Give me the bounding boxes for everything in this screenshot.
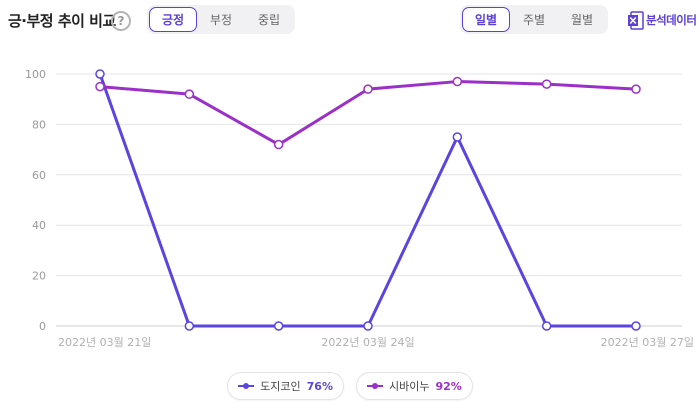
tab-negative[interactable]: 부정 (209, 13, 233, 27)
excel-file-icon (628, 10, 644, 30)
tab-monthly[interactable]: 월별 (570, 13, 594, 27)
grid (56, 73, 682, 327)
period-toggle: 일별 주별 월별 (460, 5, 608, 34)
legend-item-shiba-inu[interactable]: 시바이누 92% (356, 372, 473, 400)
legend: 도지코인 76% 시바이누 92% (0, 372, 700, 400)
series-marker-icon (367, 383, 383, 389)
series-lines (95, 69, 641, 331)
question-circle-icon[interactable]: ? (111, 11, 131, 31)
data-point[interactable] (95, 81, 105, 92)
analysis-data-label: 분석데이터 (646, 13, 697, 27)
sentiment-toggle: 긍정 부정 중립 (147, 5, 295, 34)
data-point[interactable] (631, 84, 641, 94)
data-point[interactable] (452, 132, 463, 142)
y-tick-label: 0 (39, 320, 46, 333)
chart-title: 긍·부정 추이 비교 (8, 12, 116, 30)
legend-percent: 92% (435, 379, 462, 393)
y-tick-label: 20 (32, 270, 46, 283)
data-point[interactable] (363, 321, 373, 331)
data-point[interactable] (184, 89, 195, 99)
x-tick-label: 2022년 03월 21일 (58, 335, 151, 349)
x-axis: 2022년 03월 21일 2022년 03월 24일 2022년 03월 27일 (58, 335, 694, 349)
data-point[interactable] (541, 79, 552, 89)
data-point[interactable] (273, 321, 284, 331)
data-point[interactable] (363, 84, 373, 94)
legend-label: 시바이누 (389, 380, 430, 393)
series-line (98, 73, 636, 328)
tab-daily[interactable]: 일별 (462, 7, 510, 32)
legend-label: 도지코인 (260, 380, 301, 393)
y-tick-label: 40 (32, 219, 46, 232)
tab-positive[interactable]: 긍정 (149, 7, 197, 32)
data-point[interactable] (541, 321, 552, 331)
series-marker-icon (238, 383, 255, 389)
tab-weekly[interactable]: 주별 (522, 13, 546, 27)
y-tick-label: 80 (32, 118, 46, 131)
data-point[interactable] (273, 139, 284, 150)
x-tick-label: 2022년 03월 24일 (321, 335, 414, 349)
y-tick-label: 60 (32, 169, 46, 182)
y-tick-label: 100 (25, 68, 46, 81)
chart-header: 긍·부정 추이 비교 ? 긍정 부정 중립 일별 주별 월별 분석데이터 (0, 0, 700, 44)
analysis-data-button[interactable]: 분석데이터 (627, 10, 697, 30)
data-point[interactable] (95, 69, 105, 79)
legend-percent: 76% (306, 379, 333, 393)
legend-item-dogecoin[interactable]: 도지코인 76% (227, 372, 344, 400)
tab-neutral[interactable]: 중립 (257, 13, 281, 27)
data-point[interactable] (631, 321, 641, 331)
data-point[interactable] (184, 321, 195, 331)
y-axis: 0 20 40 60 80 100 (25, 68, 46, 333)
data-point[interactable] (452, 76, 463, 87)
x-tick-label: 2022년 03월 27일 (601, 335, 694, 349)
